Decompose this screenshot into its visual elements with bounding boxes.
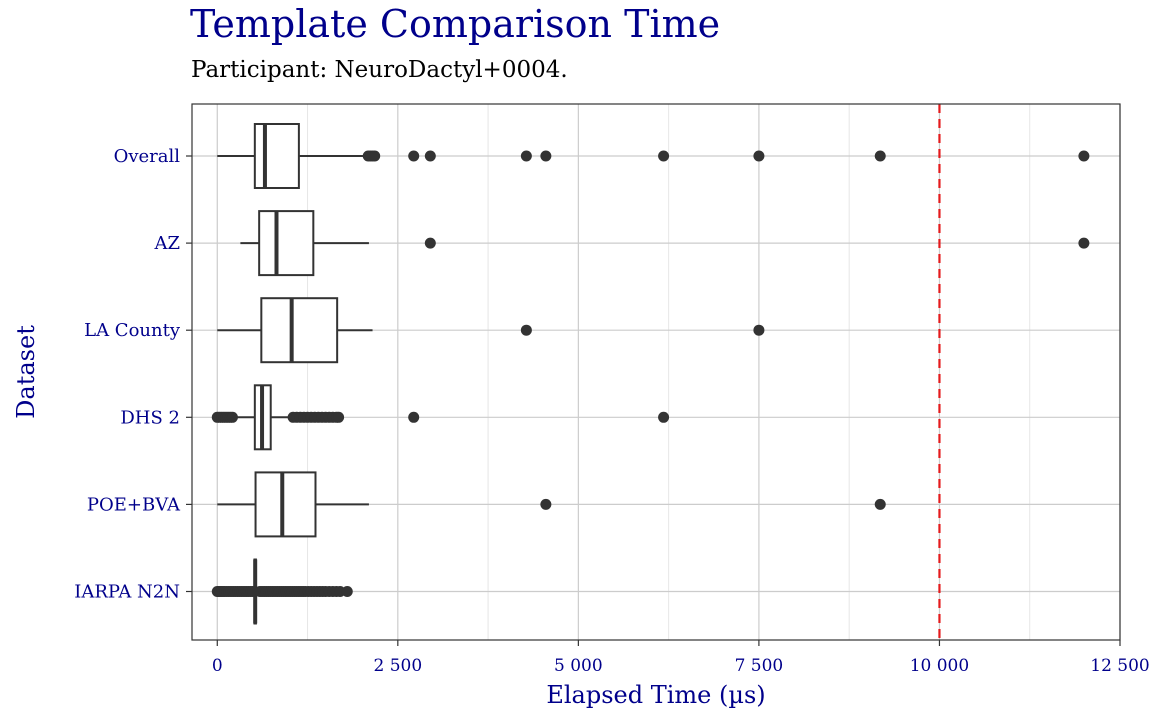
outlier-point: [520, 324, 532, 336]
grid-layer: [192, 104, 1121, 640]
box-overall: [217, 123, 368, 189]
x-tick-label: 10 000: [910, 656, 969, 676]
y-tick-label: LA County: [84, 320, 181, 341]
outlier-point: [369, 150, 381, 162]
x-tick-label: 0: [212, 656, 223, 676]
box-dhs-2: [235, 384, 290, 451]
outlier-point: [520, 150, 532, 162]
outlier-point: [226, 411, 238, 423]
panel-border: [191, 103, 1121, 641]
y-axis: Overall AZ LA County DHS 2 POE+BVA IARPA N2N: [74, 146, 192, 603]
box-az: [240, 210, 369, 277]
chart-title: Template Comparison Time: [190, 2, 721, 46]
x-axis: 0 2 500 5 000 7 500 10 000 12 500: [212, 640, 1150, 676]
box-iqr: [260, 297, 339, 364]
outlier-point: [540, 498, 552, 510]
x-tick-label: 7 500: [735, 656, 784, 676]
outlier-point: [1078, 150, 1090, 162]
chart-subtitle: Participant: NeuroDactyl+0004.: [191, 57, 568, 83]
x-axis-title: Elapsed Time (µs): [546, 681, 765, 709]
outlier-point: [424, 237, 436, 249]
y-tick-label: DHS 2: [120, 407, 180, 428]
outlier-point: [753, 324, 765, 336]
outlier-point: [424, 150, 436, 162]
outlier-point: [874, 498, 886, 510]
y-axis-title: Dataset: [12, 325, 40, 419]
x-tick-label: 2 500: [373, 656, 422, 676]
x-tick-label: 12 500: [1090, 656, 1149, 676]
outlier-point: [874, 150, 886, 162]
box-iqr: [253, 123, 300, 189]
box-poe-bva: [217, 471, 369, 538]
y-tick-label: IARPA N2N: [74, 582, 180, 603]
box-layer: [217, 123, 373, 625]
y-tick-label: AZ: [153, 233, 180, 254]
outlier-point: [753, 150, 765, 162]
x-tick-label: 5 000: [554, 656, 603, 676]
outlier-layer: [211, 150, 1090, 597]
outlier-point: [341, 586, 353, 597]
outlier-point: [1078, 237, 1090, 249]
box-iqr: [254, 471, 317, 538]
outlier-point: [658, 411, 670, 423]
y-tick-label: POE+BVA: [87, 494, 181, 515]
box-la-county: [217, 297, 373, 364]
box-iqr: [258, 210, 315, 277]
outlier-point: [658, 150, 670, 162]
outlier-point: [540, 150, 552, 162]
outlier-point: [408, 411, 420, 423]
outlier-point: [408, 150, 420, 162]
outlier-point: [333, 411, 345, 423]
y-tick-label: Overall: [114, 146, 181, 167]
